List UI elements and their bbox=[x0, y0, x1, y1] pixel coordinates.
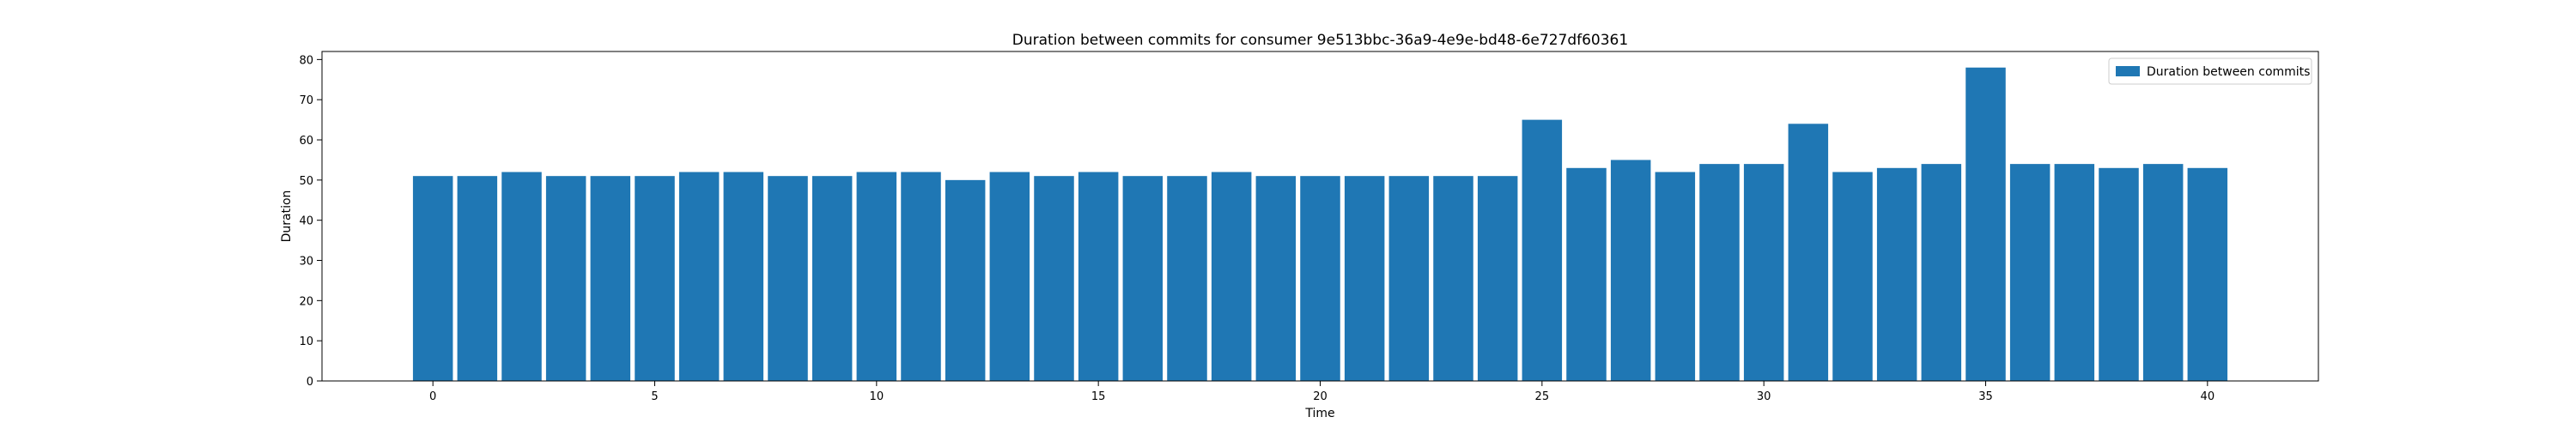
bar bbox=[1965, 67, 2006, 382]
bar bbox=[811, 176, 853, 381]
bar bbox=[2099, 167, 2139, 381]
x-tick-label: 25 bbox=[1535, 390, 1550, 403]
bar bbox=[1610, 160, 1651, 381]
x-axis-ticks: 0 5 10 15 20 25 30 35 40 bbox=[429, 381, 2215, 403]
bar bbox=[945, 179, 986, 381]
x-tick-label: 30 bbox=[1757, 390, 1771, 403]
bars-group bbox=[412, 67, 2228, 382]
bar bbox=[1876, 167, 1917, 381]
y-tick-label: 20 bbox=[299, 295, 313, 308]
x-tick-label: 40 bbox=[2201, 390, 2215, 403]
y-tick-label: 40 bbox=[299, 215, 313, 228]
y-tick-label: 70 bbox=[299, 94, 313, 107]
legend-box bbox=[2108, 57, 2312, 85]
chart-title: Duration between commits for consumer 9e… bbox=[1012, 32, 1628, 49]
bar bbox=[1034, 176, 1074, 381]
bar bbox=[1344, 176, 1385, 381]
bar bbox=[901, 172, 941, 381]
bar bbox=[989, 172, 1030, 381]
bar bbox=[590, 176, 631, 381]
bar bbox=[1921, 164, 1962, 381]
bar bbox=[545, 176, 586, 381]
bar bbox=[678, 172, 720, 381]
bar bbox=[1078, 172, 1119, 381]
y-tick-label: 10 bbox=[299, 335, 313, 348]
bar bbox=[856, 172, 897, 381]
bar bbox=[1788, 124, 1829, 382]
y-tick-label: 60 bbox=[299, 135, 313, 148]
x-tick-label: 20 bbox=[1313, 390, 1327, 403]
x-tick-label: 15 bbox=[1091, 390, 1106, 403]
x-axis-label: Time bbox=[1304, 407, 1334, 420]
bar bbox=[1477, 176, 1518, 381]
bar bbox=[1211, 172, 1252, 381]
bar bbox=[1388, 176, 1430, 381]
bar bbox=[1655, 172, 1696, 381]
bar bbox=[635, 176, 675, 381]
bar bbox=[768, 176, 808, 381]
bar bbox=[1566, 167, 1607, 381]
bar bbox=[412, 176, 453, 381]
bar bbox=[1832, 172, 1873, 381]
bar bbox=[1433, 176, 1473, 381]
bar bbox=[723, 172, 764, 381]
x-tick-label: 10 bbox=[870, 390, 884, 403]
bar bbox=[2054, 164, 2095, 381]
bar bbox=[1167, 176, 1207, 381]
y-tick-label: 30 bbox=[299, 256, 313, 269]
y-tick-label: 80 bbox=[299, 54, 313, 67]
bar bbox=[2187, 167, 2228, 381]
bar bbox=[1122, 176, 1163, 381]
y-tick-label: 0 bbox=[307, 376, 313, 389]
bar bbox=[501, 172, 542, 381]
legend-entry-label: Duration between commits bbox=[2147, 65, 2310, 79]
x-tick-label: 5 bbox=[651, 390, 658, 403]
bar bbox=[457, 176, 498, 381]
y-axis-label: Duration bbox=[280, 190, 294, 243]
y-axis-ticks: 0 10 20 30 40 50 60 70 80 bbox=[299, 54, 322, 389]
legend-swatch bbox=[2116, 66, 2140, 76]
legend: Duration between commits bbox=[2108, 57, 2312, 85]
x-tick-label: 35 bbox=[1978, 390, 1993, 403]
bar bbox=[2142, 164, 2184, 381]
bar bbox=[1300, 176, 1340, 381]
x-tick-label: 0 bbox=[429, 390, 436, 403]
bar bbox=[1743, 164, 1784, 381]
bar bbox=[1255, 176, 1297, 381]
bar bbox=[1522, 119, 1563, 382]
y-tick-label: 50 bbox=[299, 175, 313, 188]
bar bbox=[2009, 164, 2050, 381]
bar bbox=[1699, 164, 1740, 381]
